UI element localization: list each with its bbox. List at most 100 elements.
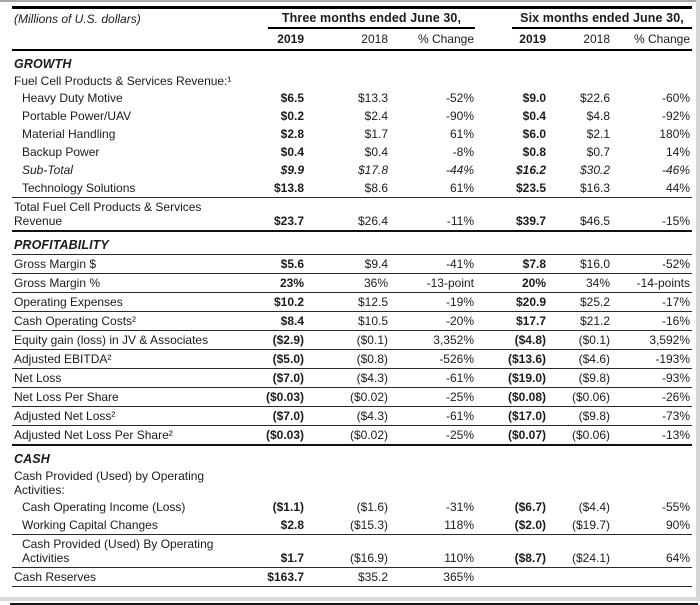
cell-value: ($0.06) — [548, 387, 612, 407]
row-label: Cash Reserves — [12, 567, 250, 587]
cell-value: -93% — [612, 368, 693, 388]
cell-value: -8% — [452, 145, 474, 159]
column-header-2019-h: 2019 — [476, 29, 548, 51]
table-row: Net Loss Per Share ($0.03) ($0.02) -25% ($0.… — [12, 387, 693, 407]
row-label: Cash Provided (Used) By Operating Activit… — [12, 534, 250, 568]
table-row: Sub-Total $9.9 $17.8 -44% $16.2 $30.2 -46% — [12, 161, 692, 179]
table-row: Cash Provided (Used) By Operating Activit… — [12, 534, 693, 568]
cell-value: -31% — [445, 500, 474, 514]
cell-value: $20.9 — [476, 292, 548, 312]
cell-value: 64% — [612, 534, 693, 568]
cell-value: -52% — [612, 254, 693, 274]
cell-value: 365% — [390, 567, 476, 587]
cell-value: -60% — [662, 91, 691, 105]
cell-value: ($4.3) — [306, 406, 390, 426]
cell-value: $16.0 — [548, 254, 612, 274]
cell-value: ($1.6) — [356, 500, 388, 514]
row-label: Gross Margin $ — [12, 254, 250, 274]
cell-value: 34% — [548, 273, 612, 293]
row-label: Technology Solutions — [12, 179, 250, 198]
row-label: Cash Provided (Used) by Operating Activit… — [14, 469, 205, 497]
cell-value: ($0.08) — [476, 387, 548, 407]
table-row: Cash Operating Income (Loss) ($1.1) ($1.6)… — [12, 498, 692, 516]
cell-value: -61% — [390, 406, 476, 426]
row-label: Equity gain (loss) in JV & Associates — [12, 330, 250, 350]
row-label: Adjusted EBITDA² — [12, 349, 250, 369]
cell-value: ($0.1) — [306, 330, 390, 350]
cell-value: 44% — [612, 179, 693, 198]
cell-value: ($24.1) — [548, 534, 612, 568]
cell-value: ($0.02) — [306, 425, 390, 446]
col-group-three-months: Three months ended June 30, — [250, 8, 476, 29]
cell-value: 23% — [250, 273, 306, 293]
cell-value: $22.6 — [579, 91, 610, 105]
cell-value: $4.8 — [586, 109, 610, 123]
cell-value: ($8.7) — [476, 534, 548, 568]
column-header-2019-q: 2019 — [250, 29, 306, 51]
cell-value: $12.5 — [306, 292, 390, 312]
cell-value: $25.2 — [548, 292, 612, 312]
cell-value: 3,592% — [612, 330, 693, 350]
cell-value: ($0.07) — [476, 425, 548, 446]
cell-value: 36% — [306, 273, 390, 293]
row-label: Net Loss — [12, 368, 250, 388]
cell-value: ($4.6) — [548, 349, 612, 369]
cell-value: $0.2 — [280, 109, 304, 123]
table-row: Cash Operating Costs² $8.4 $10.5 -20% $17.7 $… — [12, 311, 693, 331]
cell-value: -13-point — [390, 273, 476, 293]
section-heading: PROFITABILITY — [12, 231, 693, 255]
cell-value: -17% — [612, 292, 693, 312]
cell-value: -44% — [445, 163, 474, 177]
table-body: GROWTH Fuel Cell Products & Services Reve… — [12, 50, 693, 587]
cell-value: ($4.4) — [578, 500, 610, 514]
cell-value: $6.0 — [522, 127, 546, 141]
column-header-2018-q: 2018 — [306, 29, 390, 51]
cell-value: -25% — [390, 425, 476, 446]
cell-value: ($0.02) — [306, 387, 390, 407]
cell-value: -46% — [662, 163, 691, 177]
cell-value: -193% — [612, 349, 693, 369]
cell-value: 20% — [476, 273, 548, 293]
cell-value: ($9.8) — [548, 368, 612, 388]
cell-value: $1.7 — [364, 127, 388, 141]
cell-value: -19% — [390, 292, 476, 312]
cell-value: $0.4 — [522, 109, 546, 123]
row-label: Operating Expenses — [12, 292, 250, 312]
cell-value: $0.7 — [586, 145, 610, 159]
table-row: Adjusted EBITDA² ($5.0) ($0.8) -526% ($13.6)… — [12, 349, 693, 369]
cell-value: $0.4 — [280, 145, 304, 159]
cell-value: -25% — [390, 387, 476, 407]
table-row: PROFITABILITY — [12, 231, 693, 255]
cell-value: $30.2 — [579, 163, 610, 177]
cell-value: -11% — [390, 197, 476, 232]
cell-value: $2.4 — [364, 109, 388, 123]
cell-value: 90% — [612, 516, 693, 535]
row-label: Sub-Total — [22, 163, 73, 177]
row-label: Adjusted Net Loss² — [12, 406, 250, 426]
cell-value: ($5.0) — [250, 349, 306, 369]
cell-value: -90% — [445, 109, 474, 123]
cell-value: $10.5 — [306, 311, 390, 331]
cell-value — [548, 567, 612, 587]
cell-value: ($2.9) — [250, 330, 306, 350]
col-group-six-months-label: Six months ended June 30, — [512, 11, 693, 29]
edge-artifact-right — [696, 0, 700, 601]
column-header-2018-h: 2018 — [548, 29, 612, 51]
table-row: GROWTH — [12, 50, 692, 73]
cell-value: $7.8 — [476, 254, 548, 274]
cell-value: $1.7 — [250, 534, 306, 568]
cell-value: -92% — [662, 109, 691, 123]
column-header-pct-change-q: % Change — [390, 29, 476, 51]
table-row: Portable Power/UAV $0.2 $2.4 -90% $0.4 $4.8 -9… — [12, 107, 692, 125]
cell-value: $23.7 — [250, 197, 306, 232]
table-row: Adjusted Net Loss² ($7.0) ($4.3) -61% ($17.0… — [12, 406, 693, 426]
cell-value: $21.2 — [548, 311, 612, 331]
cell-value — [476, 567, 548, 587]
cell-value: $16.3 — [548, 179, 612, 198]
column-header-spacer — [12, 29, 250, 51]
cell-value: ($16.9) — [306, 534, 390, 568]
cell-value: ($0.8) — [306, 349, 390, 369]
cell-value: 118% — [390, 516, 476, 535]
row-label: Heavy Duty Motive — [22, 91, 123, 105]
